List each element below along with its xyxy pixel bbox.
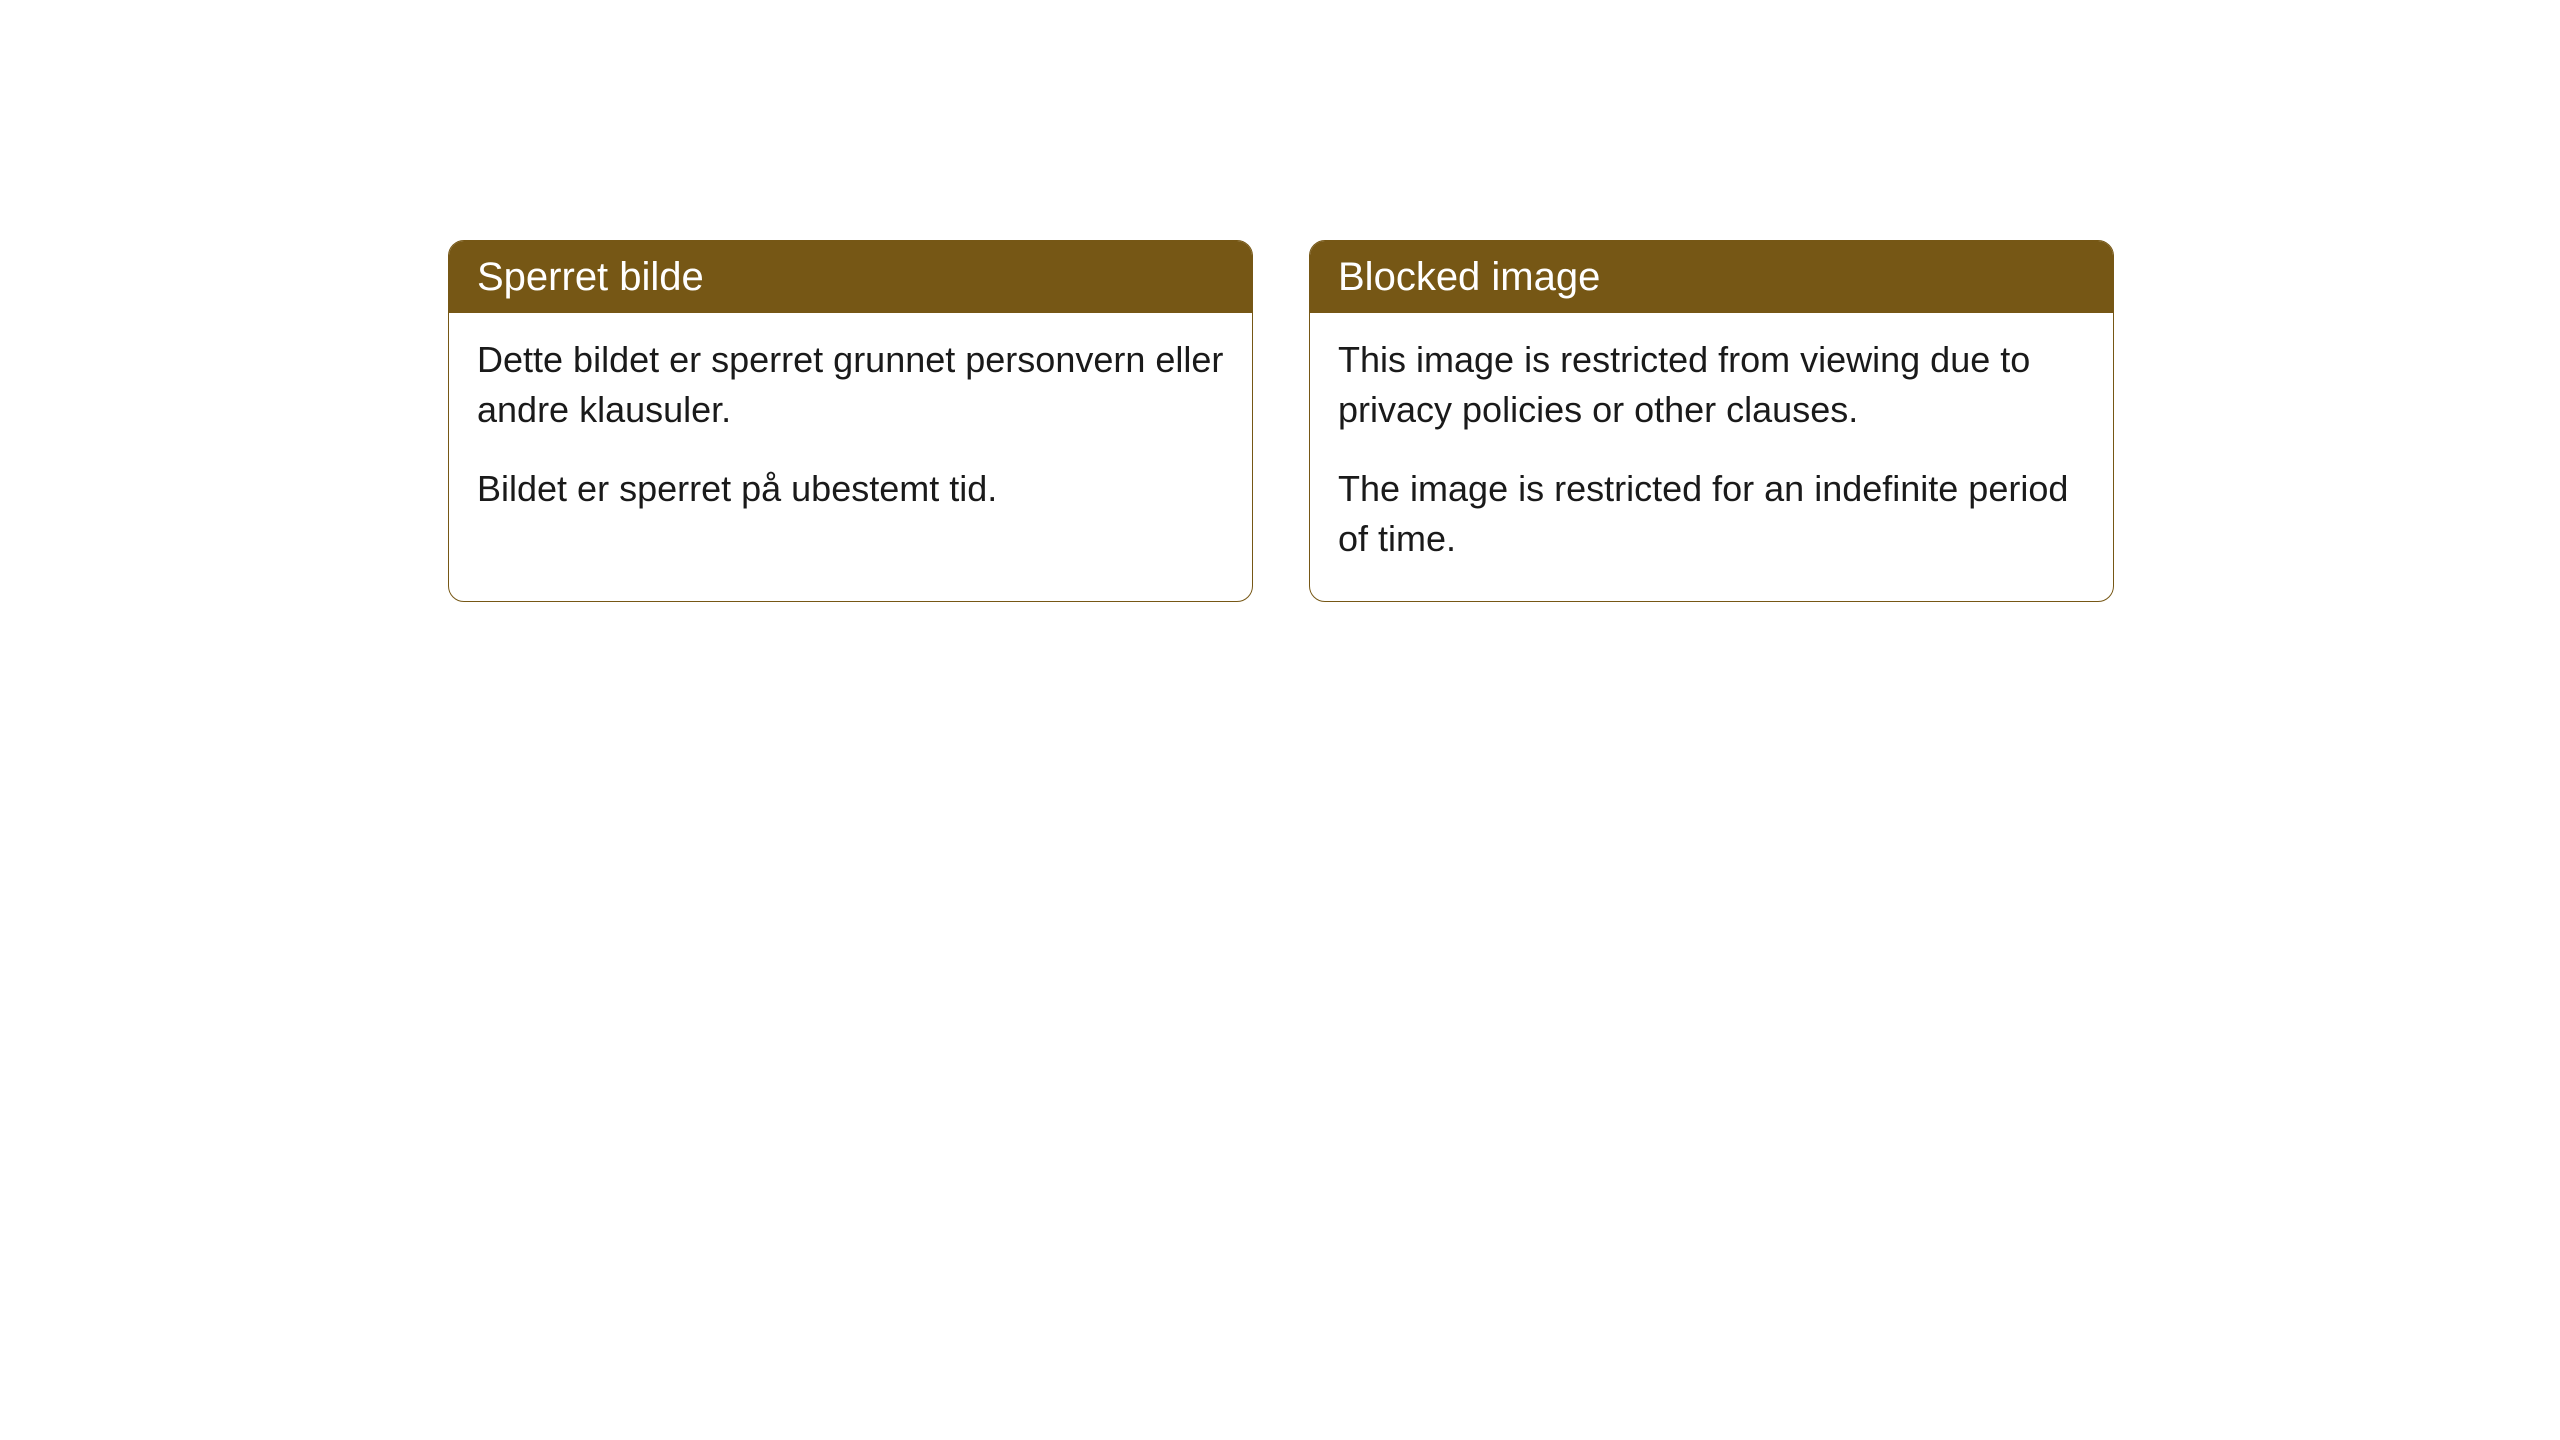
- card-title: Sperret bilde: [449, 241, 1252, 313]
- card-body: This image is restricted from viewing du…: [1310, 313, 2113, 601]
- card-title: Blocked image: [1310, 241, 2113, 313]
- card-body: Dette bildet er sperret grunnet personve…: [449, 313, 1252, 569]
- card-paragraph-2: The image is restricted for an indefinit…: [1338, 464, 2085, 565]
- card-paragraph-1: Dette bildet er sperret grunnet personve…: [477, 335, 1224, 436]
- blocked-image-card-norwegian: Sperret bilde Dette bildet er sperret gr…: [448, 240, 1253, 602]
- card-container: Sperret bilde Dette bildet er sperret gr…: [448, 240, 2114, 602]
- card-paragraph-2: Bildet er sperret på ubestemt tid.: [477, 464, 1224, 514]
- blocked-image-card-english: Blocked image This image is restricted f…: [1309, 240, 2114, 602]
- card-paragraph-1: This image is restricted from viewing du…: [1338, 335, 2085, 436]
